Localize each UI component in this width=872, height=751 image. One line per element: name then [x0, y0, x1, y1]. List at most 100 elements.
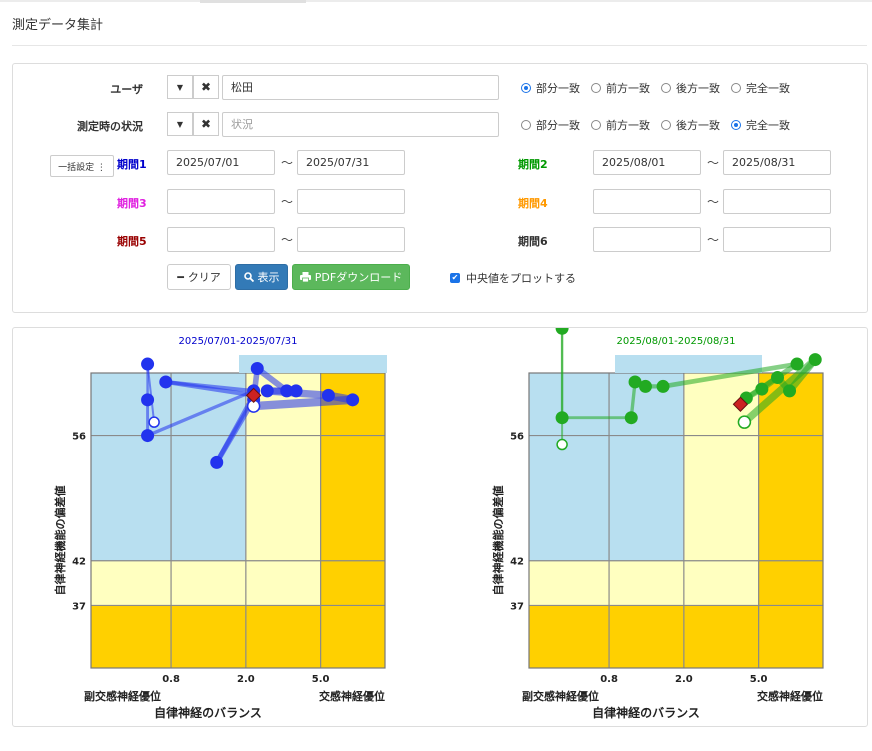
radio-circle[interactable] [731, 120, 741, 130]
period5-from-input[interactable] [167, 227, 275, 252]
situation-match-radio-2[interactable]: 前方一致 [591, 117, 650, 133]
x-left-label: 副交感神経優位 [84, 689, 161, 703]
period6-from-input[interactable] [593, 227, 701, 252]
y-tick-label: 56 [72, 432, 86, 443]
radio-circle[interactable] [521, 120, 531, 130]
search-icon [243, 272, 254, 282]
show-button[interactable]: 表示 [235, 264, 288, 290]
period-range-separator: 〜 [707, 156, 720, 170]
data-point [260, 384, 274, 398]
chart-zone [91, 560, 321, 606]
chart-header-band [615, 355, 762, 373]
radio-circle[interactable] [661, 120, 671, 130]
user-match-radio-2[interactable]: 前方一致 [591, 80, 650, 96]
median-checkbox-row[interactable]: ✔ 中央値をプロットする [450, 270, 576, 286]
period4-from-input[interactable] [593, 189, 701, 214]
radio-label: 後方一致 [676, 119, 720, 132]
x-left-label: 副交感神経優位 [522, 689, 599, 703]
situation-match-radio-1[interactable]: 部分一致 [521, 117, 580, 133]
pdf-download-button[interactable]: PDFダウンロード [292, 264, 410, 290]
chart-1: 2025/07/01-2025/07/31 56 42 37 0.8 2.0 5.0 副交感神… [53, 336, 387, 720]
trajectory-segment [660, 361, 800, 389]
data-point [556, 438, 568, 451]
chart-zone [91, 373, 246, 561]
chart-title: 2025/07/01-2025/07/31 [179, 336, 298, 347]
user-clear-button[interactable]: ✖ [193, 75, 219, 99]
data-point [808, 353, 822, 367]
data-point [790, 357, 804, 371]
user-match-radio-3[interactable]: 後方一致 [661, 80, 720, 96]
situation-match-radio-4[interactable]: 完全一致 [731, 117, 790, 133]
data-point [346, 393, 360, 407]
period3-to-input[interactable] [297, 189, 405, 214]
period5-label: 期間5 [117, 235, 147, 248]
printer-icon [299, 272, 311, 282]
data-point [555, 321, 569, 335]
period-range-separator: 〜 [707, 195, 720, 209]
minus-icon: ━ [177, 270, 184, 284]
y-tick-label: 37 [72, 601, 86, 612]
period3-from-input[interactable] [167, 189, 275, 214]
y-tick-label: 42 [510, 557, 524, 568]
radio-label: 後方一致 [676, 82, 720, 95]
data-point [159, 375, 173, 389]
radio-circle[interactable] [521, 83, 531, 93]
situation-match-radio-3[interactable]: 後方一致 [661, 117, 720, 133]
filter-panel: ユーザ ▼ ✖ 松田 部分一致 前方一致 後方一致 完全一致 測定時の状況 ▼ ✖ 状… [12, 63, 868, 313]
user-match-radios: 部分一致 前方一致 後方一致 完全一致 [521, 80, 790, 96]
page-title: 測定データ集計 [12, 18, 104, 33]
user-match-radio-1[interactable]: 部分一致 [521, 80, 580, 96]
radio-circle[interactable] [591, 83, 601, 93]
show-button-label: 表示 [257, 271, 280, 284]
chart-zone [320, 560, 385, 606]
radio-circle[interactable] [661, 83, 671, 93]
radio-label: 部分一致 [536, 119, 580, 132]
period-range-separator: 〜 [281, 233, 294, 247]
top-border [0, 0, 872, 3]
data-point [141, 393, 155, 407]
y-axis-label: 自律神経機能の偏差値 [53, 486, 67, 596]
data-point [656, 379, 670, 393]
period2-from-input[interactable]: 2025/08/01 [593, 150, 701, 175]
user-dropdown-button[interactable]: ▼ [167, 75, 193, 99]
data-point [210, 455, 224, 469]
close-icon: ✖ [200, 117, 212, 131]
y-tick-label: 37 [510, 601, 524, 612]
x-tick-label: 5.0 [750, 674, 768, 685]
median-marker [245, 387, 262, 404]
period1-from-input[interactable]: 2025/07/01 [167, 150, 275, 175]
chart-zone [529, 560, 759, 606]
radio-circle[interactable] [591, 120, 601, 130]
situation-dropdown-button[interactable]: ▼ [167, 112, 193, 136]
period5-to-input[interactable] [297, 227, 405, 252]
data-point [148, 416, 160, 428]
plot-frame [90, 372, 386, 669]
clear-button[interactable]: ━ クリア [167, 264, 231, 290]
period6-to-input[interactable] [723, 227, 831, 252]
data-point [141, 357, 155, 371]
situation-clear-button[interactable]: ✖ [193, 112, 219, 136]
period2-label: 期間2 [518, 158, 548, 171]
median-checkbox[interactable]: ✔ [450, 273, 460, 283]
y-axis-label: 自律神経機能の偏差値 [491, 486, 505, 596]
radio-label: 完全一致 [746, 82, 790, 95]
clear-button-label: クリア [187, 271, 221, 284]
user-match-radio-4[interactable]: 完全一致 [731, 80, 790, 96]
data-point [771, 370, 785, 384]
period1-to-input[interactable]: 2025/07/31 [297, 150, 405, 175]
situation-input[interactable]: 状況 [222, 112, 499, 137]
median-marker [732, 396, 749, 412]
radio-label: 部分一致 [536, 82, 580, 95]
caret-down-icon: ▼ [176, 119, 184, 129]
user-input[interactable]: 松田 [222, 75, 499, 100]
trajectory-segment [145, 389, 256, 438]
data-point [321, 388, 335, 402]
bulk-settings-button[interactable]: 一括設定 ⋮ [50, 155, 114, 177]
trajectory-segment [214, 397, 257, 465]
period2-to-input[interactable]: 2025/08/31 [723, 150, 831, 175]
x-axis-label: 自律神経のバランス [592, 705, 700, 720]
period4-to-input[interactable] [723, 189, 831, 214]
radio-circle[interactable] [731, 83, 741, 93]
radio-label: 前方一致 [606, 119, 650, 132]
x-tick-label: 2.0 [237, 674, 255, 685]
